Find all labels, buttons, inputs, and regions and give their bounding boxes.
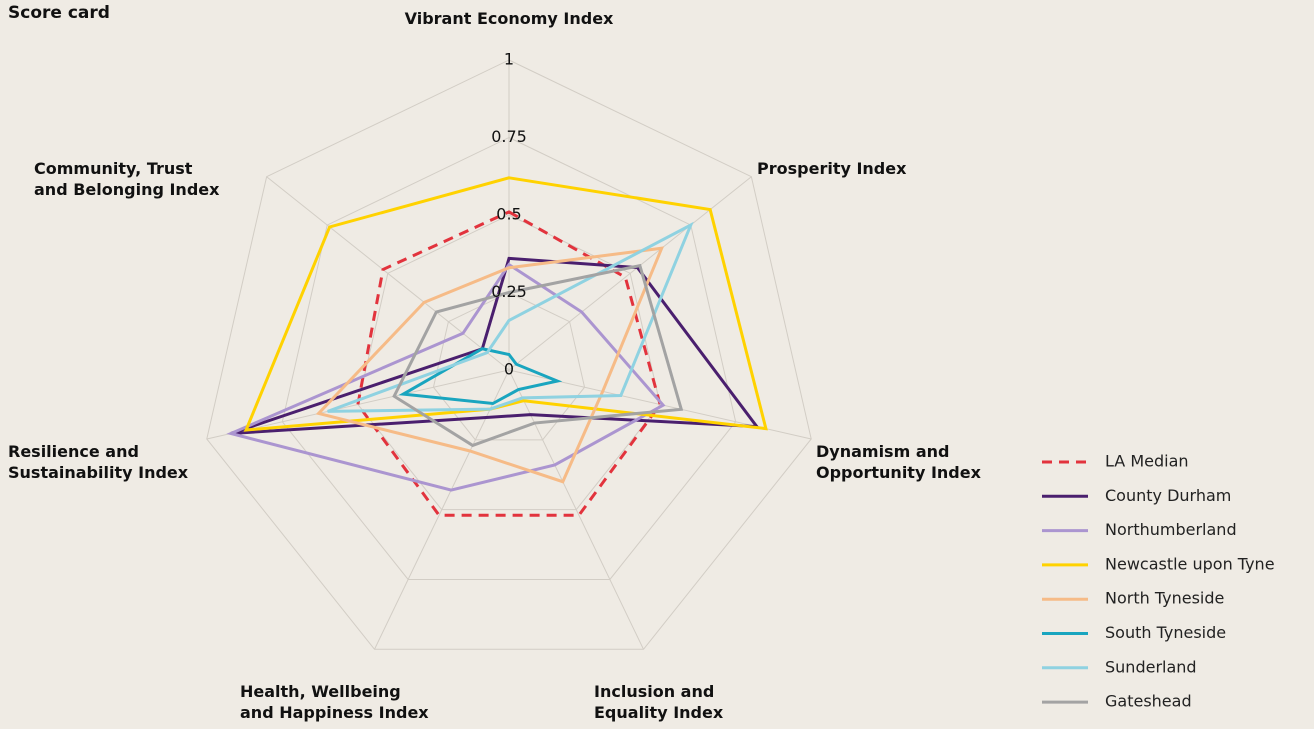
axis-label-line: Resilience and (8, 442, 139, 461)
axis-label: Prosperity Index (757, 159, 907, 178)
series-line (243, 176, 768, 432)
axis-label-line: Community, Trust (34, 159, 193, 178)
spoke (206, 369, 510, 440)
legend-label: Sunderland (1105, 657, 1197, 676)
axis-label-line: Equality Index (594, 703, 724, 722)
series-line (356, 210, 662, 517)
series-line (230, 256, 760, 435)
legend-label: Northumberland (1105, 520, 1237, 539)
grid-ring (281, 136, 737, 580)
grid-ring (357, 214, 661, 511)
r-tick-label: 0.5 (496, 205, 521, 224)
axis-label-line: Prosperity Index (757, 159, 907, 178)
r-tick-label: 1 (504, 50, 514, 69)
series-line (226, 262, 666, 492)
axis-label: Community, Trust and Belonging Index (34, 159, 220, 199)
axis-label-line: Opportunity Index (816, 463, 982, 482)
grid-ring (432, 291, 586, 441)
spoke (508, 369, 644, 650)
axis-label: Vibrant Economy Index (405, 9, 614, 28)
legend-label: County Durham (1105, 486, 1231, 505)
axis-label-line: Dynamism and (816, 442, 949, 461)
series-line (327, 221, 694, 413)
series-line (392, 263, 684, 448)
axis-label-line: Vibrant Economy Index (405, 9, 614, 28)
chart-title: Score card (8, 3, 110, 23)
legend-label: South Tyneside (1105, 623, 1226, 642)
axis-label: Resilience and Sustainability Index (8, 442, 189, 482)
axis-label-line: and Belonging Index (34, 180, 220, 199)
series-line (398, 347, 563, 406)
axis-label-line: and Happiness Index (240, 703, 429, 722)
axis-label: Health, Wellbeing and Happiness Index (240, 682, 429, 722)
r-tick-label: 0.75 (491, 127, 527, 146)
legend-label: LA Median (1105, 452, 1189, 471)
r-tick-label: 0 (504, 360, 514, 379)
axis-label-line: Sustainability Index (8, 463, 189, 482)
series-line (315, 246, 665, 484)
axis-label: Dynamism and Opportunity Index (816, 442, 982, 482)
axis-label: Inclusion and Equality Index (594, 682, 724, 722)
axis-label-line: Health, Wellbeing (240, 682, 401, 701)
axis-label-line: Inclusion and (594, 682, 714, 701)
legend-label: North Tyneside (1105, 589, 1224, 608)
r-tick-label: 0.25 (491, 282, 527, 301)
grid-ring (206, 59, 812, 650)
spoke (266, 176, 510, 371)
legend-label: Gateshead (1105, 692, 1192, 711)
legend-label: Newcastle upon Tyne (1105, 554, 1275, 573)
